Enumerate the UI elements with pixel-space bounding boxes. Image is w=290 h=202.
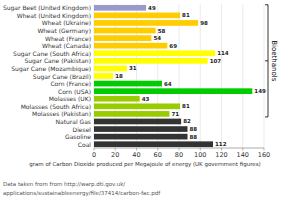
bracket: [265, 5, 268, 117]
bar: [94, 126, 188, 132]
data-label: 31: [129, 65, 137, 71]
data-label: 81: [182, 103, 190, 109]
bar: [94, 35, 151, 41]
category-label: Molasses (UK): [49, 95, 91, 102]
bar: [94, 103, 180, 109]
data-label: 88: [190, 126, 198, 132]
tick-label: 20: [111, 151, 119, 159]
data-label: 98: [200, 20, 208, 26]
category-label: Wheat (Ukraine): [42, 19, 91, 26]
footnote: applications/sustainableenergy/file/3741…: [3, 190, 161, 197]
category-label: Corn (France): [50, 80, 91, 87]
category-label: Coal: [78, 141, 92, 148]
category-label: Molasses (Pakistan): [32, 110, 91, 117]
bar: [94, 28, 156, 34]
tick-label: 100: [194, 151, 206, 159]
category-label: Gasoline: [65, 133, 91, 140]
data-label: 71: [171, 111, 179, 117]
tick-label: 0: [92, 151, 96, 159]
bars: [94, 5, 252, 147]
category-label: Natural Gas: [56, 118, 92, 125]
bar: [94, 50, 215, 56]
data-label: 58: [158, 28, 166, 34]
grid-line: [242, 4, 243, 148]
bar: [94, 73, 113, 79]
data-label: 112: [215, 141, 227, 147]
data-label: 114: [217, 50, 229, 56]
bar: [94, 88, 252, 94]
bar: [94, 13, 180, 19]
x-axis-label: gram of Carbon Dioxide produced per Mega…: [29, 161, 260, 168]
tick-label: 60: [154, 151, 162, 159]
category-label: Wheat (France): [45, 35, 91, 42]
tick-label: 40: [132, 151, 140, 159]
data-label: 64: [164, 81, 172, 87]
data-label: 49: [148, 5, 156, 11]
tick-label: 120: [215, 151, 227, 159]
category-label: Wheat (Canada): [42, 42, 91, 49]
bar: [94, 119, 181, 125]
bar: [94, 141, 213, 147]
bar: [94, 66, 127, 72]
bracket-label: Bioethanols: [270, 40, 278, 81]
data-label: 54: [153, 35, 161, 41]
bar: [94, 96, 140, 102]
bar: [94, 20, 198, 26]
data-label: 149: [254, 88, 266, 94]
grid-line: [264, 4, 265, 148]
data-label: 88: [190, 134, 198, 140]
data-label: 107: [210, 58, 222, 64]
bar: [94, 111, 169, 117]
x-axis-line: [94, 148, 264, 149]
bar: [94, 5, 146, 11]
bar: [94, 43, 167, 49]
tick-label: 140: [237, 151, 249, 159]
data-label: 43: [142, 96, 150, 102]
data-label: 18: [115, 73, 123, 79]
data-label: 69: [169, 43, 177, 49]
category-label: Molasses (South Africa): [21, 103, 91, 110]
category-label: Diesel: [73, 126, 92, 133]
grid-line: [221, 4, 222, 148]
data-label: 82: [183, 118, 191, 124]
bar: [94, 134, 188, 140]
footnote: Data taken from from http://warp.dti.gov…: [3, 181, 125, 188]
tick-label: 80: [175, 151, 183, 159]
data-label: 81: [182, 12, 190, 18]
category-label: Corn (USA): [58, 88, 91, 95]
bar: [94, 58, 208, 64]
tick-label: 160: [258, 151, 270, 159]
bar: [94, 81, 162, 87]
